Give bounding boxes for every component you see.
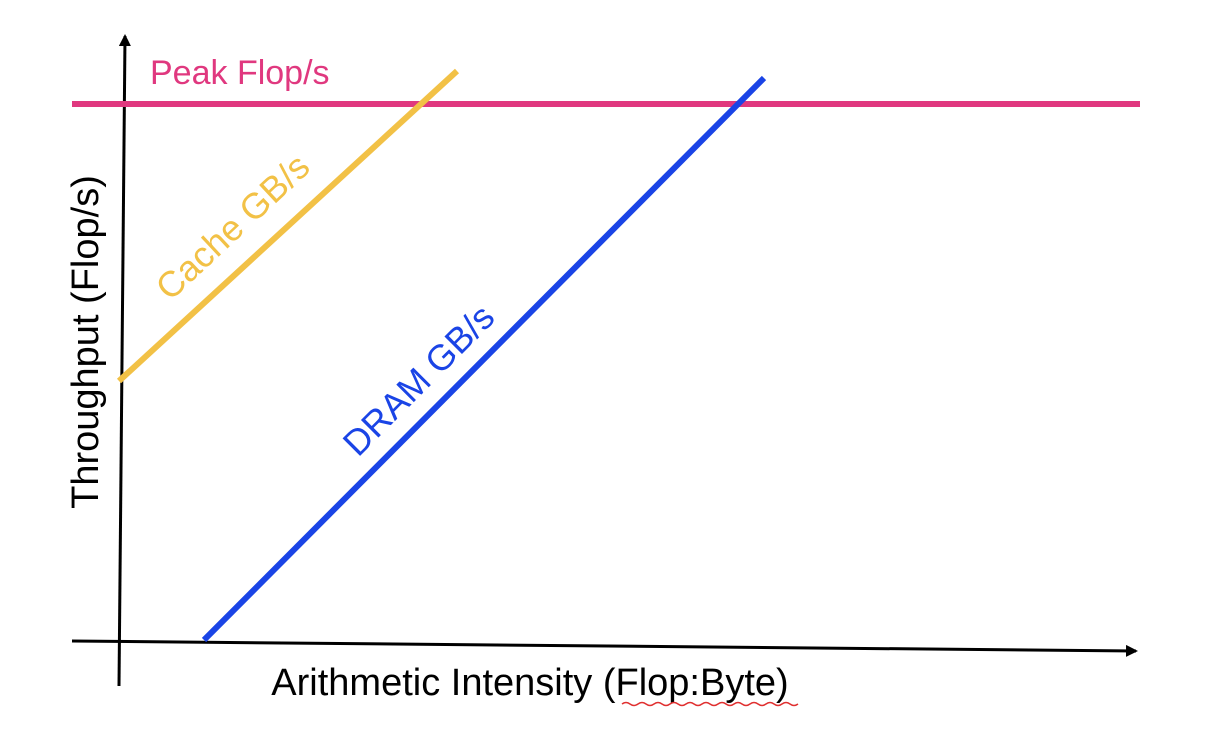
cache-bandwidth-line <box>116 68 460 384</box>
dram-bandwidth-line <box>201 75 767 643</box>
x-axis-label: Arithmetic Intensity (Flop:Byte) <box>271 662 788 704</box>
peak-flops-label: Peak Flop/s <box>150 54 330 92</box>
dram-bandwidth-label: DRAM GB/s <box>335 296 503 464</box>
x-axis <box>71 639 1138 657</box>
y-axis <box>117 34 131 687</box>
cache-bandwidth-label: Cache GB/s <box>147 145 317 307</box>
spellcheck-underline <box>621 701 799 707</box>
y-axis-label: Throughput (Flop/s) <box>65 175 107 509</box>
